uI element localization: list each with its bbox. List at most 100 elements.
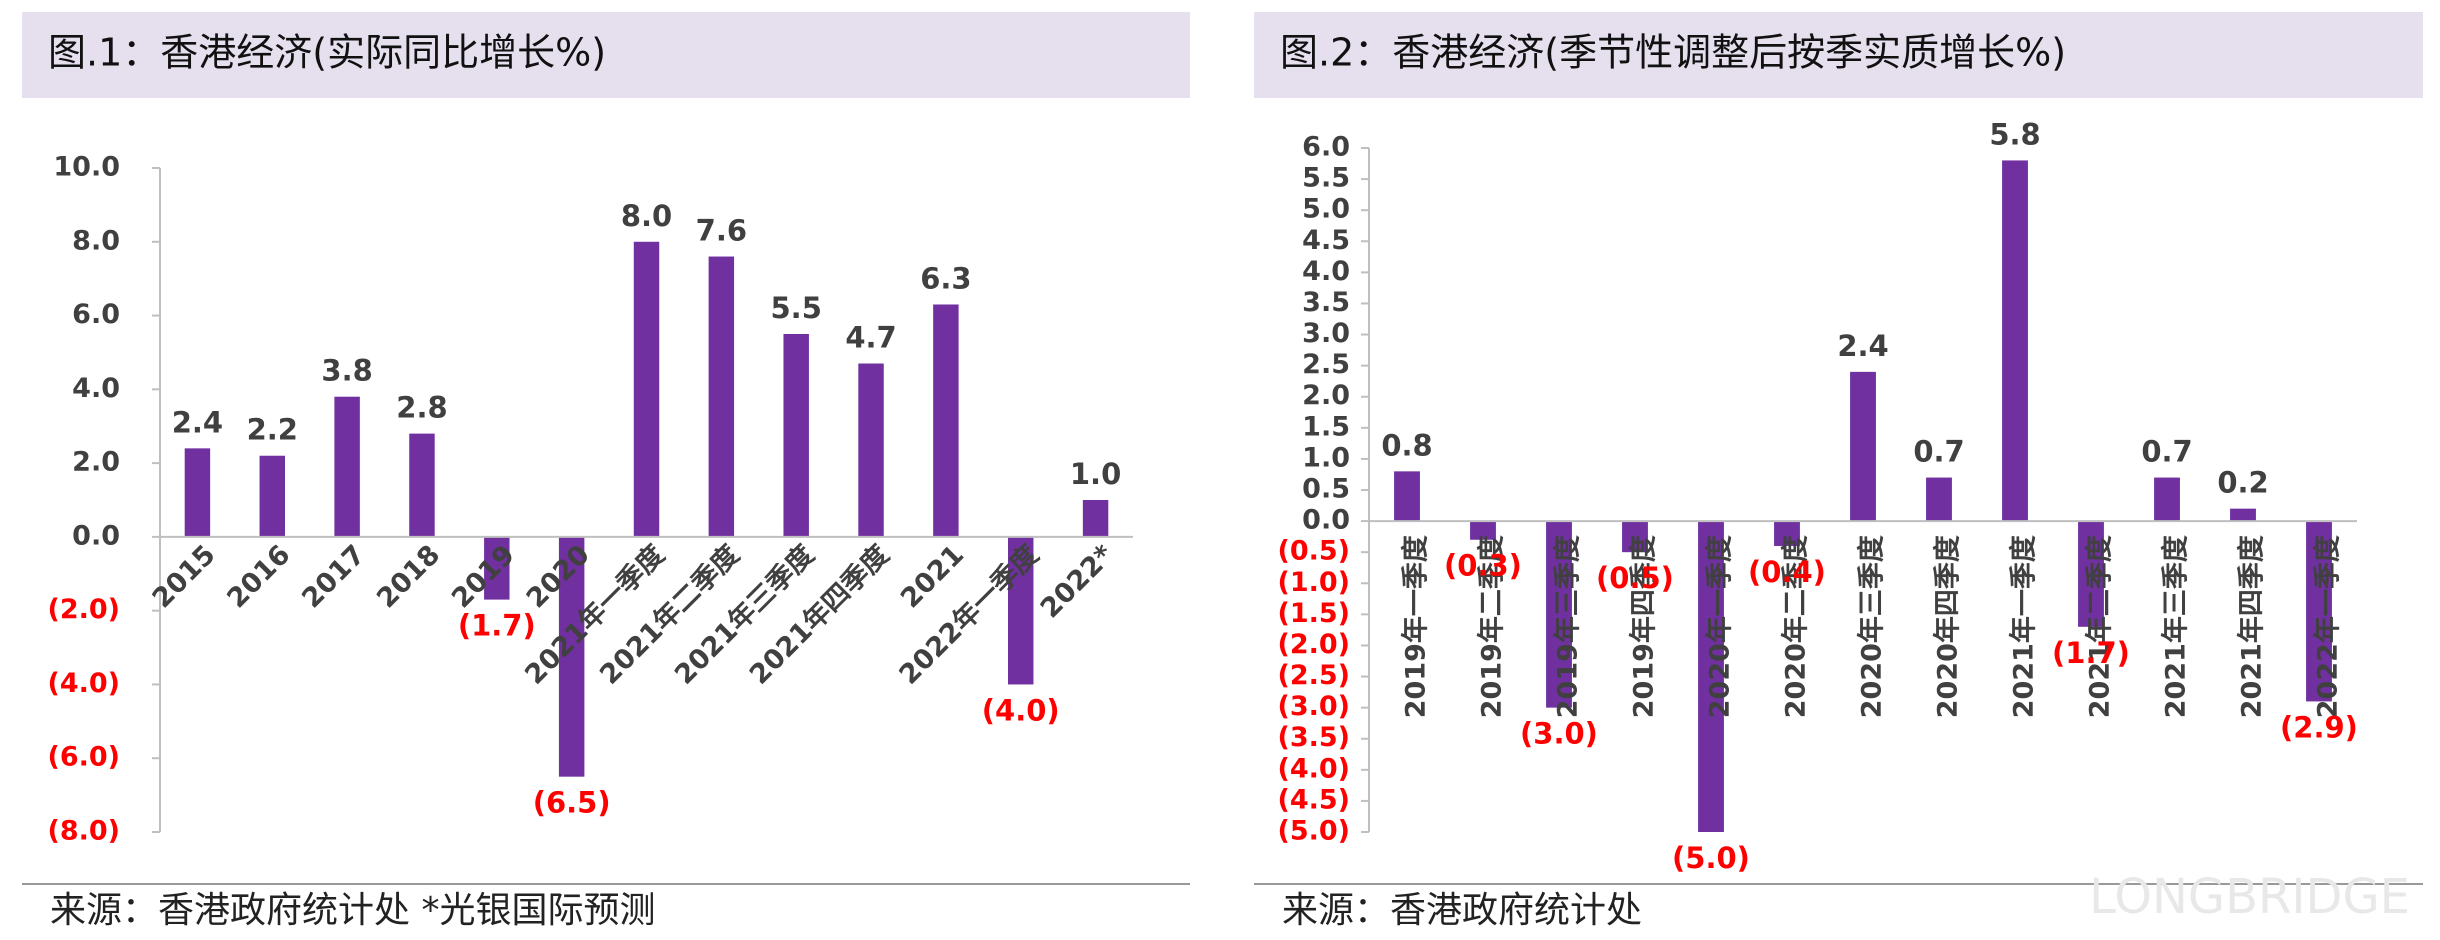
bar <box>1622 521 1648 553</box>
bar <box>933 304 959 537</box>
bar <box>1546 521 1572 708</box>
bar <box>259 455 285 537</box>
y-tick-label: 0.5 <box>1302 474 1350 505</box>
bar <box>1082 500 1109 537</box>
x-tick-label: 2021年一季度 <box>2008 535 2040 718</box>
y-tick-label: (4.5) <box>1277 784 1350 815</box>
y-tick-label: 4.5 <box>1302 225 1350 256</box>
y-tick-label: 4.0 <box>72 373 120 404</box>
y-tick-label: 0.0 <box>1302 505 1350 536</box>
value-label: 5.5 <box>771 291 822 325</box>
x-tick-label: 2021年三季度 <box>2160 535 2192 718</box>
y-tick-label: 4.0 <box>1302 256 1350 287</box>
bar <box>2306 521 2332 702</box>
watermark: LONGBRIDGE <box>2089 869 2410 925</box>
value-label: 6.3 <box>920 261 971 295</box>
x-tick-label: 2018 <box>371 539 446 614</box>
y-tick-label: 8.0 <box>72 225 120 256</box>
x-tick-label: 2015 <box>147 539 222 614</box>
bar <box>1698 521 1724 832</box>
value-label: (3.0) <box>1520 717 1598 751</box>
y-tick-label: (3.0) <box>1277 691 1350 722</box>
x-tick-label: 2019年二季度 <box>1476 535 1508 718</box>
bar <box>858 363 884 537</box>
value-label: (0.5) <box>1596 561 1674 595</box>
y-tick-label: (3.5) <box>1277 722 1350 753</box>
bar <box>334 396 360 537</box>
value-label: 0.7 <box>1913 435 1964 469</box>
bar <box>2230 508 2256 522</box>
x-tick-label: 2019年一季度 <box>1400 535 1432 718</box>
y-tick-label: 2.0 <box>72 447 120 478</box>
x-tick-label: 2021年四季度 <box>2236 535 2268 718</box>
bar <box>184 448 211 537</box>
y-tick-label: (8.0) <box>47 816 120 847</box>
title-background <box>22 12 1190 98</box>
x-tick-label: 2017 <box>296 539 371 614</box>
value-label: 7.6 <box>696 214 747 248</box>
value-label: 1.0 <box>1070 457 1121 491</box>
value-label: (6.5) <box>533 786 611 820</box>
bar <box>1850 371 1876 522</box>
x-tick-label: 2021年二季度 <box>2084 535 2116 718</box>
bar <box>2154 477 2180 522</box>
bar <box>2078 521 2104 627</box>
x-tick-label: 2022年一季度 <box>2312 535 2344 718</box>
bar <box>2002 160 2028 522</box>
source-note: 来源：香港政府统计处 *光银国际预测 <box>50 890 655 931</box>
y-tick-label: (2.0) <box>1277 629 1350 660</box>
x-tick-label: 2019 <box>446 539 521 614</box>
y-tick-label: 2.0 <box>1302 380 1350 411</box>
y-tick-label: (2.0) <box>47 594 120 625</box>
x-tick-label: 2019年四季度 <box>1628 535 1660 718</box>
source-note: 来源：香港政府统计处 <box>1282 890 1642 931</box>
y-tick-label: (2.5) <box>1277 660 1350 691</box>
value-label: 2.4 <box>172 405 223 439</box>
y-tick-label: (4.0) <box>1277 753 1350 784</box>
y-tick-label: 6.0 <box>72 299 120 330</box>
y-tick-label: (1.5) <box>1277 598 1350 629</box>
bar <box>1394 471 1420 522</box>
bar <box>783 334 809 537</box>
y-tick-label: 1.0 <box>1302 442 1350 473</box>
value-label: 3.8 <box>321 354 372 388</box>
x-tick-label: 2020年三季度 <box>1856 535 1888 718</box>
x-tick-label: 2020年二季度 <box>1780 535 1812 718</box>
value-label: 8.0 <box>621 199 672 233</box>
y-tick-label: 2.5 <box>1302 349 1350 380</box>
bar <box>484 536 510 600</box>
value-label: 5.8 <box>1989 117 2040 151</box>
value-label: (0.4) <box>1748 555 1826 589</box>
x-tick-label: 2020年一季度 <box>1704 535 1736 718</box>
bar <box>1774 521 1800 546</box>
chart-title: 图.1：香港经济(实际同比增长%) <box>48 31 606 75</box>
y-tick-label: 3.5 <box>1302 287 1350 318</box>
value-label: 0.8 <box>1381 428 1432 462</box>
y-tick-label: (4.0) <box>47 668 120 699</box>
bar <box>409 433 435 537</box>
x-tick-label: 2022* <box>1035 539 1120 624</box>
bar <box>633 241 660 537</box>
y-tick-label: 5.5 <box>1302 163 1350 194</box>
chart-title: 图.2：香港经济(季节性调整后按季实质增长%) <box>1280 31 2066 75</box>
value-label: 2.4 <box>1837 329 1888 363</box>
x-tick-label: 2020年四季度 <box>1932 535 1964 718</box>
value-label: 4.7 <box>845 321 896 355</box>
y-tick-label: 3.0 <box>1302 318 1350 349</box>
bar <box>708 256 735 537</box>
value-label: 0.7 <box>2141 435 2192 469</box>
value-label: (1.7) <box>458 609 536 643</box>
y-tick-label: 6.0 <box>1302 132 1350 163</box>
y-tick-label: 5.0 <box>1302 194 1350 225</box>
y-tick-label: 1.5 <box>1302 411 1350 442</box>
bar <box>1008 536 1034 685</box>
y-tick-label: (0.5) <box>1277 536 1350 567</box>
title-background <box>1254 12 2423 98</box>
y-tick-label: 0.0 <box>72 520 120 551</box>
bar <box>1470 521 1496 540</box>
x-tick-label: 2019年三季度 <box>1552 535 1584 718</box>
y-tick-label: (6.0) <box>47 742 120 773</box>
x-tick-label: 2016 <box>221 539 296 614</box>
